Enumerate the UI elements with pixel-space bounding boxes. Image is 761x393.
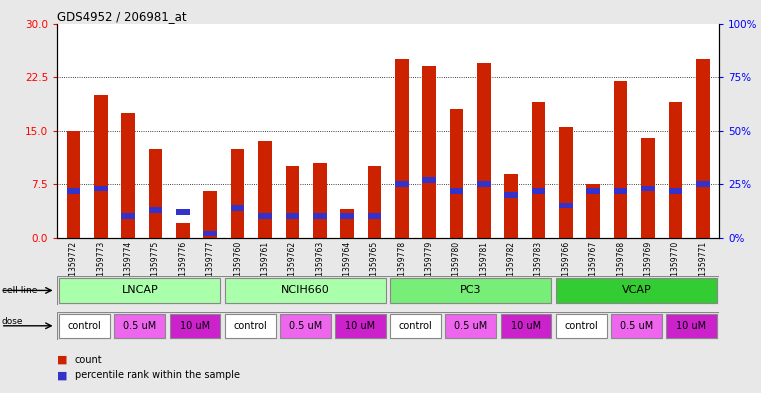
Bar [505,192,518,198]
Bar [231,149,244,238]
Bar [556,314,607,338]
Bar [176,209,189,215]
Bar [203,231,217,236]
Bar [587,188,600,193]
Bar [642,138,655,238]
Bar [668,102,682,238]
Bar [445,314,496,338]
Bar [559,127,573,238]
Bar [611,314,662,338]
Bar [450,188,463,193]
Bar [280,314,331,338]
Bar [422,177,436,183]
Text: 0.5 uM: 0.5 uM [454,321,488,331]
Bar [335,314,386,338]
Bar [642,185,655,191]
Bar [224,278,386,303]
Bar [94,95,108,238]
Bar [203,191,217,238]
Bar [114,314,165,338]
Bar [666,314,717,338]
Bar [285,213,299,219]
Text: cell line: cell line [2,286,37,295]
Bar [224,314,275,338]
Bar [477,63,491,238]
Text: control: control [234,321,267,331]
Bar [313,213,326,219]
Bar [121,213,135,219]
Bar [258,213,272,219]
Bar [67,188,81,193]
Text: control: control [565,321,598,331]
Bar [532,102,546,238]
Text: 10 uM: 10 uM [677,321,707,331]
Text: 10 uM: 10 uM [180,321,210,331]
Bar [395,59,409,238]
Text: percentile rank within the sample: percentile rank within the sample [75,370,240,380]
Bar [614,81,628,238]
Text: 0.5 uM: 0.5 uM [123,321,157,331]
Text: 0.5 uM: 0.5 uM [288,321,322,331]
Bar [505,173,518,238]
Bar [390,314,441,338]
Bar [59,278,221,303]
Bar [368,166,381,238]
Bar [231,205,244,211]
Bar [696,59,709,238]
Text: GDS4952 / 206981_at: GDS4952 / 206981_at [57,10,186,23]
Text: LNCAP: LNCAP [122,285,158,296]
Bar [121,113,135,238]
Bar [340,209,354,238]
Bar [395,181,409,187]
Bar [148,207,162,213]
Bar [559,203,573,209]
Bar [532,188,546,193]
Bar [258,141,272,238]
Text: ■: ■ [57,354,68,365]
Text: control: control [399,321,432,331]
Bar [477,181,491,187]
Bar [556,278,717,303]
Bar [587,184,600,238]
Bar [340,213,354,219]
Bar [285,166,299,238]
Bar [696,181,709,187]
Bar [59,314,110,338]
Bar [94,185,108,191]
Text: dose: dose [2,318,23,326]
Text: PC3: PC3 [460,285,482,296]
Text: 0.5 uM: 0.5 uM [619,321,653,331]
Text: ■: ■ [57,370,68,380]
Text: 10 uM: 10 uM [511,321,541,331]
Bar [67,130,81,238]
Text: control: control [68,321,101,331]
Bar [313,163,326,238]
Bar [501,314,552,338]
Text: VCAP: VCAP [622,285,651,296]
Text: 10 uM: 10 uM [345,321,376,331]
Bar [390,278,552,303]
Bar [422,66,436,238]
Bar [170,314,221,338]
Text: NCIH660: NCIH660 [281,285,330,296]
Bar [614,188,628,193]
Bar [450,109,463,238]
Bar [176,224,189,238]
Bar [668,188,682,193]
Text: count: count [75,354,102,365]
Bar [368,213,381,219]
Bar [148,149,162,238]
